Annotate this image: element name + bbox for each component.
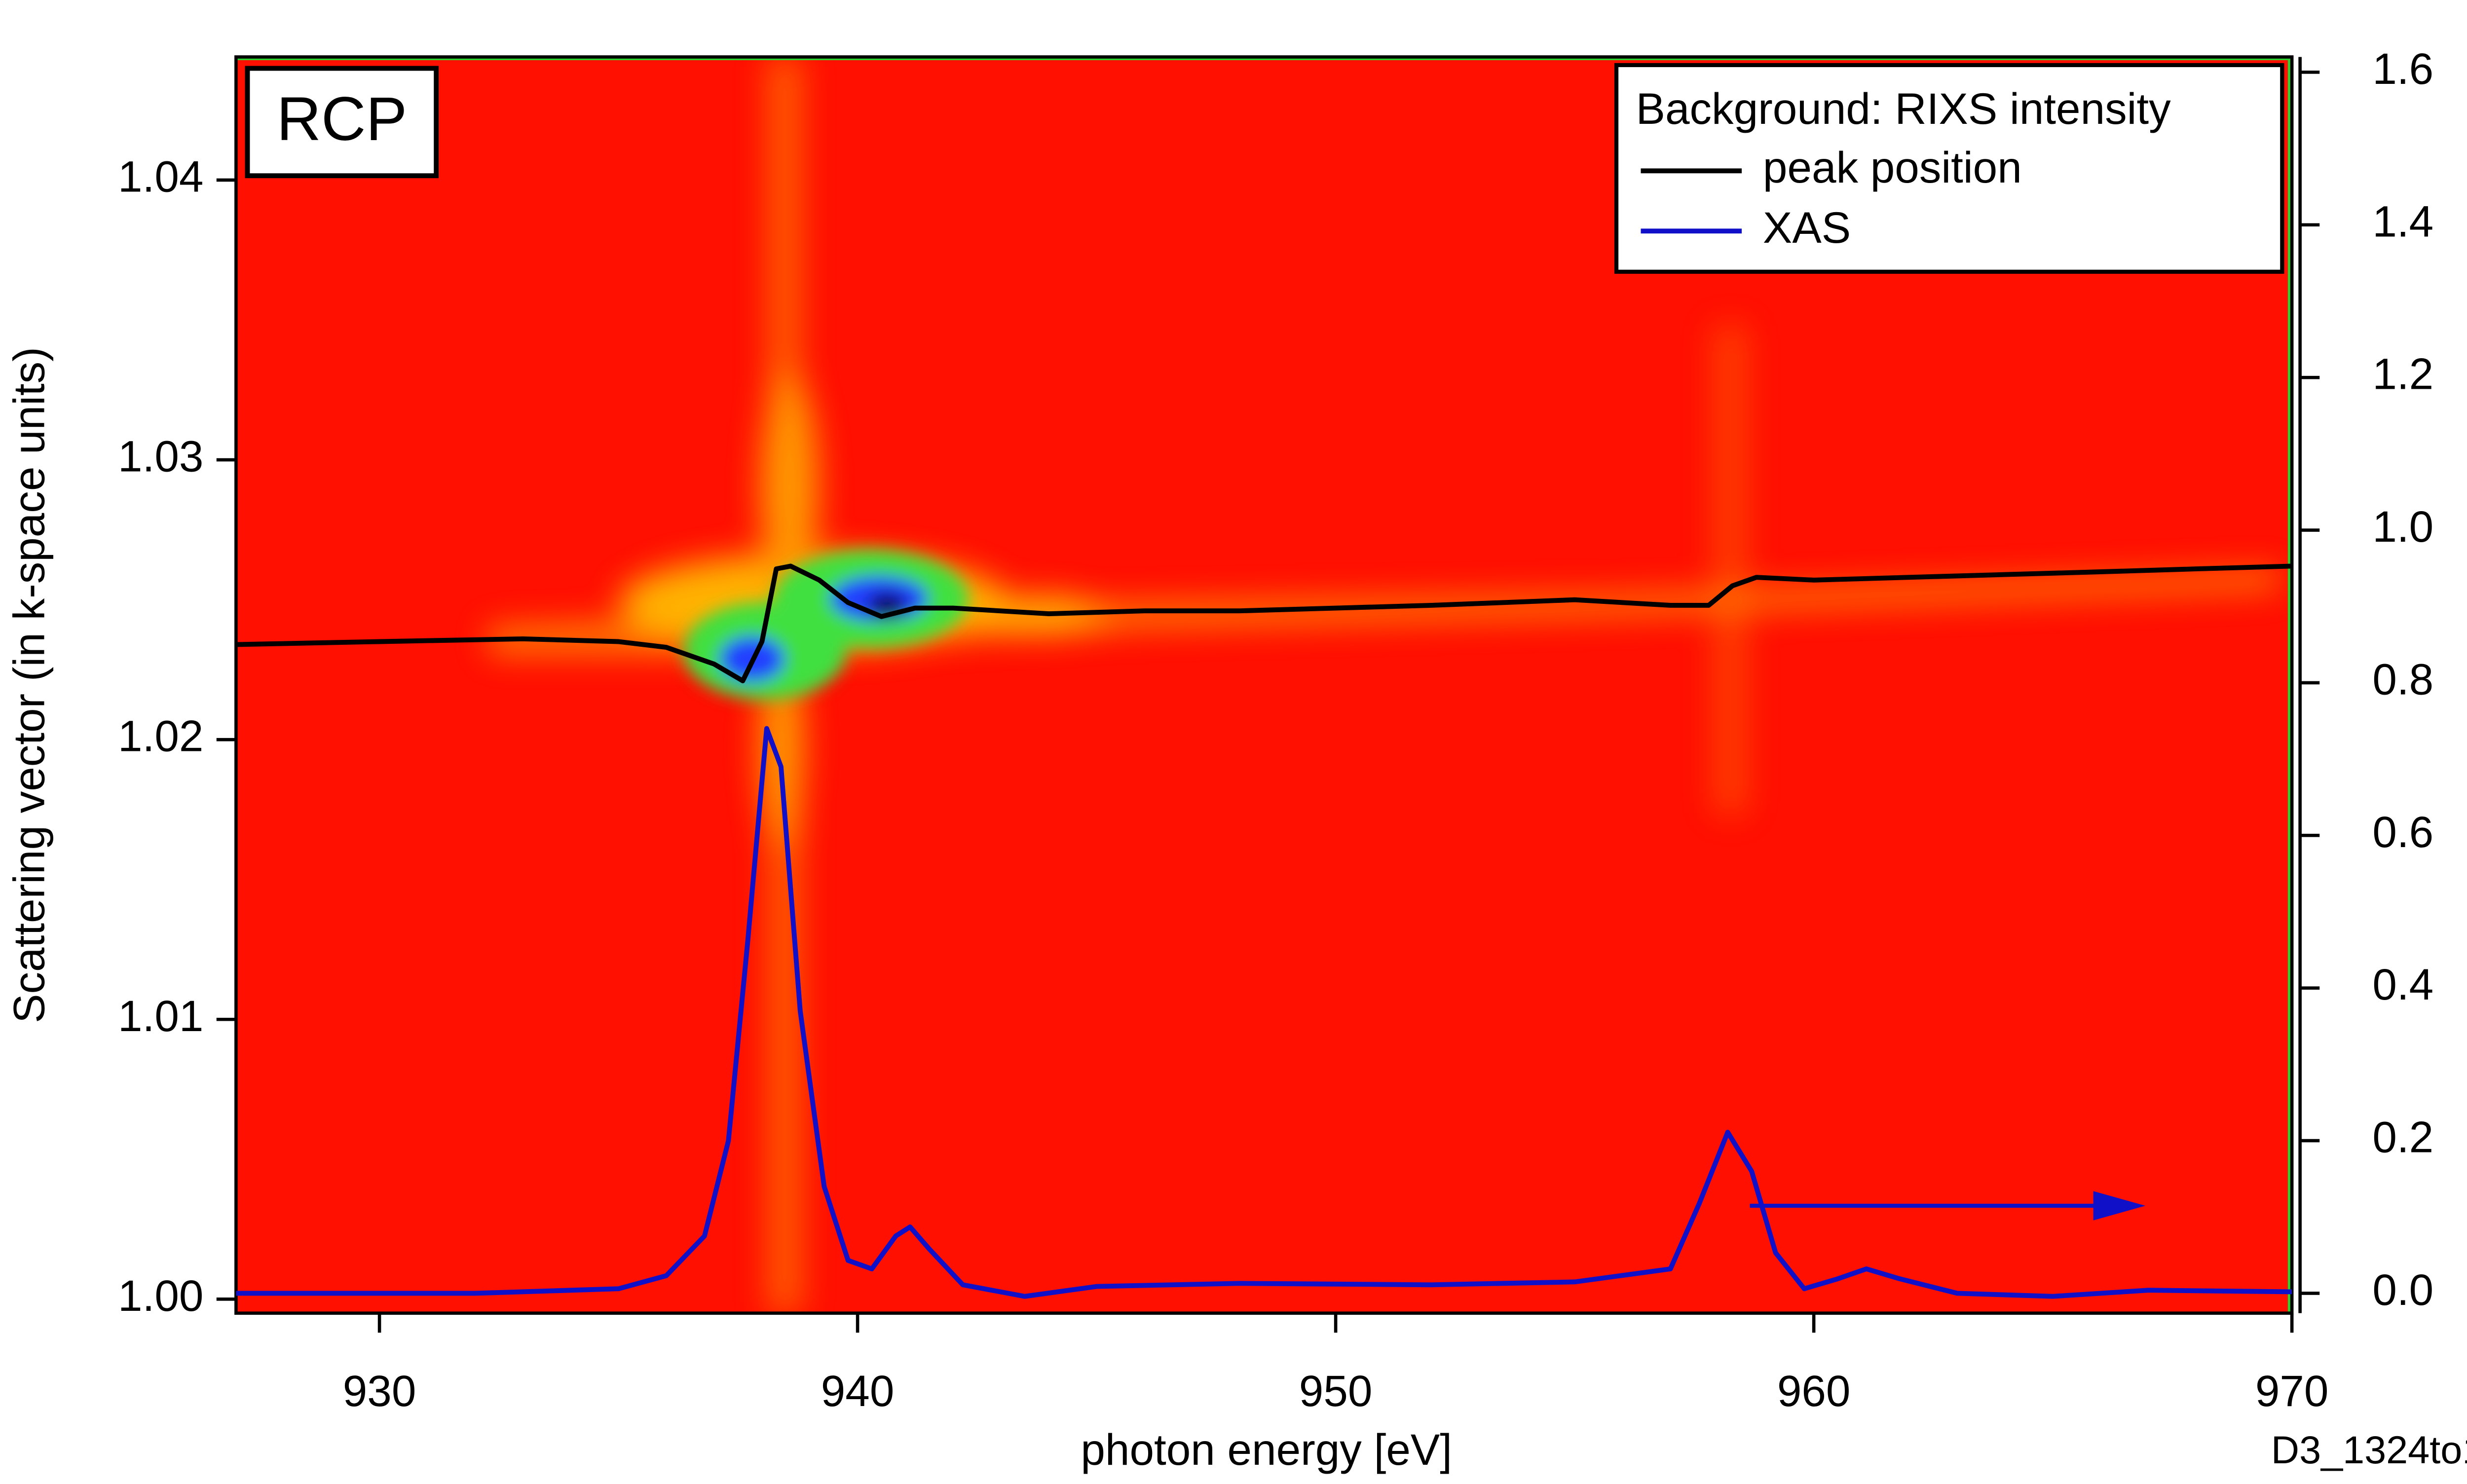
y2-tick-label: 0.6	[2372, 807, 2433, 856]
footnote: D3_1324to1689	[2271, 1428, 2467, 1472]
x-tick-label: 950	[1299, 1366, 1373, 1415]
legend-title: Background: RIXS intensity	[1636, 84, 2171, 133]
y2-tick-label: 1.6	[2372, 44, 2433, 93]
y-tick-label: 1.03	[118, 432, 203, 481]
y2-tick-label: 1.2	[2372, 349, 2433, 399]
y-tick-label: 1.00	[118, 1271, 203, 1320]
arrow	[1750, 1191, 2146, 1221]
y2-tick-label: 0.0	[2372, 1265, 2433, 1314]
x-tick-label: 960	[1777, 1366, 1851, 1415]
series-line	[236, 726, 2292, 1299]
legend-label: peak position	[1763, 143, 2022, 192]
series-line	[236, 563, 2292, 683]
y2-tick-label: 0.4	[2372, 960, 2433, 1009]
x-axis-label: photon energy [eV]	[1081, 1425, 1452, 1474]
x-tick-label: 940	[821, 1366, 895, 1415]
y-tick-label: 1.04	[118, 151, 203, 201]
y2-tick-label: 0.8	[2372, 654, 2433, 704]
plot-frame	[234, 55, 2294, 1315]
x-tick-label: 930	[343, 1366, 416, 1415]
x-tick-label: 970	[2255, 1366, 2329, 1415]
y2-tick-label: 0.2	[2372, 1113, 2433, 1162]
legend-label: XAS	[1763, 203, 1851, 252]
y2-tick-label: 1.4	[2372, 196, 2433, 246]
y-tick-label: 1.01	[118, 991, 203, 1040]
legend: Background: RIXS intensity peak position…	[1614, 63, 2284, 274]
label-box	[245, 66, 439, 179]
axes	[216, 55, 2320, 1333]
y2-tick-label: 1.0	[2372, 502, 2433, 551]
panel-label: RCP	[276, 84, 407, 153]
y-axis-label: Scattering vector (in k-space units)	[4, 347, 54, 1023]
y-tick-label: 1.02	[118, 711, 203, 761]
